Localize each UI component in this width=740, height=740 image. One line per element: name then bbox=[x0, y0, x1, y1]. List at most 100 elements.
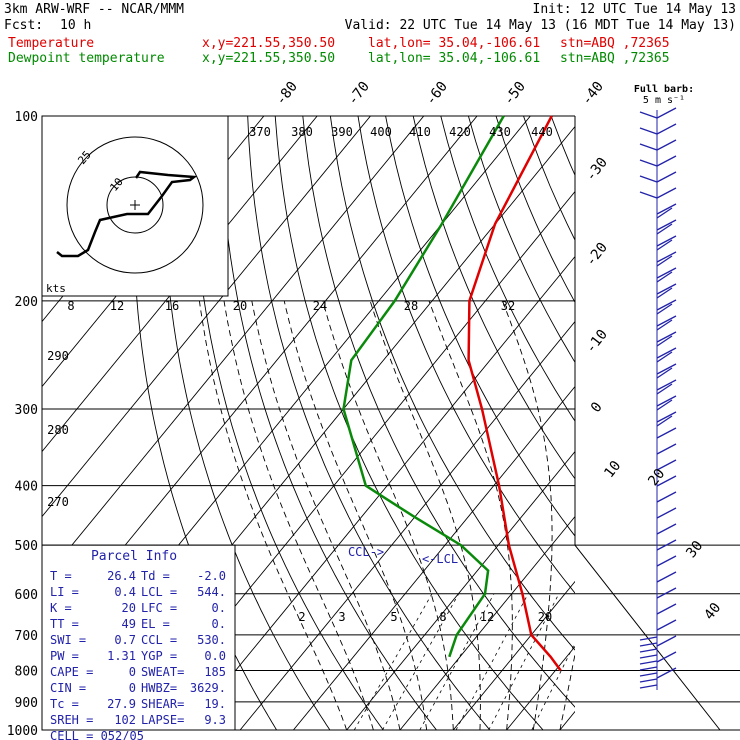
barb-feather bbox=[656, 367, 673, 379]
wind-barb bbox=[656, 619, 677, 631]
theta-label-left: 270 bbox=[47, 495, 69, 509]
barb-feather bbox=[656, 491, 677, 503]
parcel-value: 102 bbox=[114, 713, 136, 727]
parcel-value: 1.31 bbox=[107, 649, 136, 663]
parcel-value: 0.7 bbox=[114, 633, 136, 647]
wind-barb bbox=[656, 491, 677, 503]
parcel-value: 19. bbox=[204, 697, 226, 711]
mixing-ratio-label: 2 bbox=[298, 610, 305, 624]
barb-feather bbox=[656, 459, 677, 471]
pressure-tick: 200 bbox=[15, 295, 38, 310]
parcel-value: 0.4 bbox=[114, 585, 136, 599]
parcel-value: 544. bbox=[197, 585, 226, 599]
mixing-ratio-line bbox=[419, 593, 495, 730]
pressure-tick: 1000 bbox=[7, 724, 38, 739]
barb-legend-unit: 5 m s⁻¹ bbox=[643, 95, 685, 106]
wind-barb bbox=[639, 155, 677, 167]
hodo-ring-25 bbox=[66, 136, 204, 274]
parcel-cell: CELL = 052/05 bbox=[50, 729, 144, 740]
wind-barb bbox=[639, 654, 658, 659]
wind-barb bbox=[639, 139, 677, 151]
isotherm-label: -10 bbox=[583, 327, 611, 357]
hodo-unit: kts bbox=[46, 282, 66, 295]
barb-feather bbox=[656, 587, 677, 599]
mixing-ratio-label: 12 bbox=[480, 610, 494, 624]
isotherm-label: -30 bbox=[583, 155, 611, 185]
isotherm-label: -80 bbox=[273, 79, 301, 109]
barb-feather bbox=[656, 203, 677, 215]
mixing-ratio-label: 5 bbox=[390, 610, 397, 624]
parcel-value: 9.3 bbox=[204, 713, 226, 727]
barb-feather bbox=[656, 619, 677, 631]
isotherm-label: -20 bbox=[583, 240, 611, 270]
isotherm bbox=[42, 116, 318, 453]
parcel-key: K = bbox=[50, 601, 72, 615]
wind-barb bbox=[639, 171, 677, 183]
barb-feather bbox=[656, 271, 673, 283]
theta-label: 420 bbox=[449, 125, 471, 139]
parcel-key: CCL = bbox=[141, 633, 177, 647]
dry-adiabat bbox=[689, 116, 740, 730]
dry-adiabat bbox=[550, 116, 575, 177]
parcel-key: SHEAR= bbox=[141, 697, 184, 711]
mixing-ratio-label: 3 bbox=[338, 610, 345, 624]
parcel-value: 0 bbox=[129, 665, 136, 679]
wind-barb bbox=[656, 203, 677, 219]
wind-barb bbox=[656, 267, 677, 283]
wind-barb bbox=[656, 363, 677, 379]
wind-barb bbox=[656, 459, 677, 471]
barb-feather bbox=[656, 303, 673, 315]
barb-feather bbox=[656, 251, 677, 263]
barb-feather bbox=[656, 411, 677, 423]
isotherm-label: 20 bbox=[645, 466, 668, 489]
moist-adiabat bbox=[587, 301, 667, 730]
barb-feather bbox=[656, 107, 677, 119]
barb-feather bbox=[656, 223, 673, 235]
wind-barb bbox=[656, 539, 677, 551]
isotherm-label: -50 bbox=[501, 79, 529, 109]
wind-barb bbox=[656, 395, 677, 411]
dewpoint-stn: stn=ABQ ,72365 bbox=[560, 51, 670, 66]
barb-feather bbox=[656, 171, 677, 183]
parcel-key: SREH = bbox=[50, 713, 93, 727]
barb-feather bbox=[656, 507, 677, 519]
wind-barb bbox=[639, 660, 658, 665]
temperature-legend: Temperature bbox=[8, 36, 95, 51]
barb-feather bbox=[656, 239, 673, 251]
wind-barb bbox=[656, 427, 677, 439]
wind-barb bbox=[639, 648, 658, 653]
barb-feather bbox=[656, 219, 677, 231]
dry-adiabat bbox=[247, 116, 491, 730]
isotherm bbox=[186, 255, 575, 730]
barb-feather bbox=[656, 539, 677, 551]
barb-feather bbox=[656, 651, 677, 663]
mixing-ratio-label: 20 bbox=[538, 610, 552, 624]
parcel-key: TT = bbox=[50, 617, 79, 631]
barb-feather bbox=[656, 123, 677, 135]
barb-staff bbox=[639, 127, 658, 135]
parcel-value: 0.0 bbox=[204, 649, 226, 663]
dewpoint-latlon: lat,lon= 35.04,-106.61 bbox=[368, 51, 541, 66]
temperature-latlon: lat,lon= 35.04,-106.61 bbox=[368, 36, 541, 51]
isotherm bbox=[239, 320, 575, 730]
wind-barb bbox=[656, 475, 677, 487]
barb-feather bbox=[656, 635, 677, 647]
wind-barb bbox=[656, 523, 677, 535]
barb-feather bbox=[656, 383, 673, 395]
wind-barb bbox=[656, 667, 677, 679]
wind-barbs bbox=[639, 107, 677, 690]
parcel-key: CAPE = bbox=[50, 665, 93, 679]
barb-feather bbox=[656, 555, 677, 567]
barb-feather bbox=[656, 207, 673, 219]
wind-barb bbox=[656, 555, 677, 567]
barb-feather bbox=[656, 351, 673, 363]
dry-adiabat bbox=[329, 116, 575, 651]
hodograph-trace bbox=[56, 170, 198, 258]
parcel-key: LFC = bbox=[141, 601, 177, 615]
theta-label: 370 bbox=[249, 125, 271, 139]
model-title: 3km ARW-WRF -- NCAR/MMM bbox=[4, 2, 185, 17]
dry-adiabat bbox=[579, 116, 740, 730]
parcel-key: PW = bbox=[50, 649, 79, 663]
